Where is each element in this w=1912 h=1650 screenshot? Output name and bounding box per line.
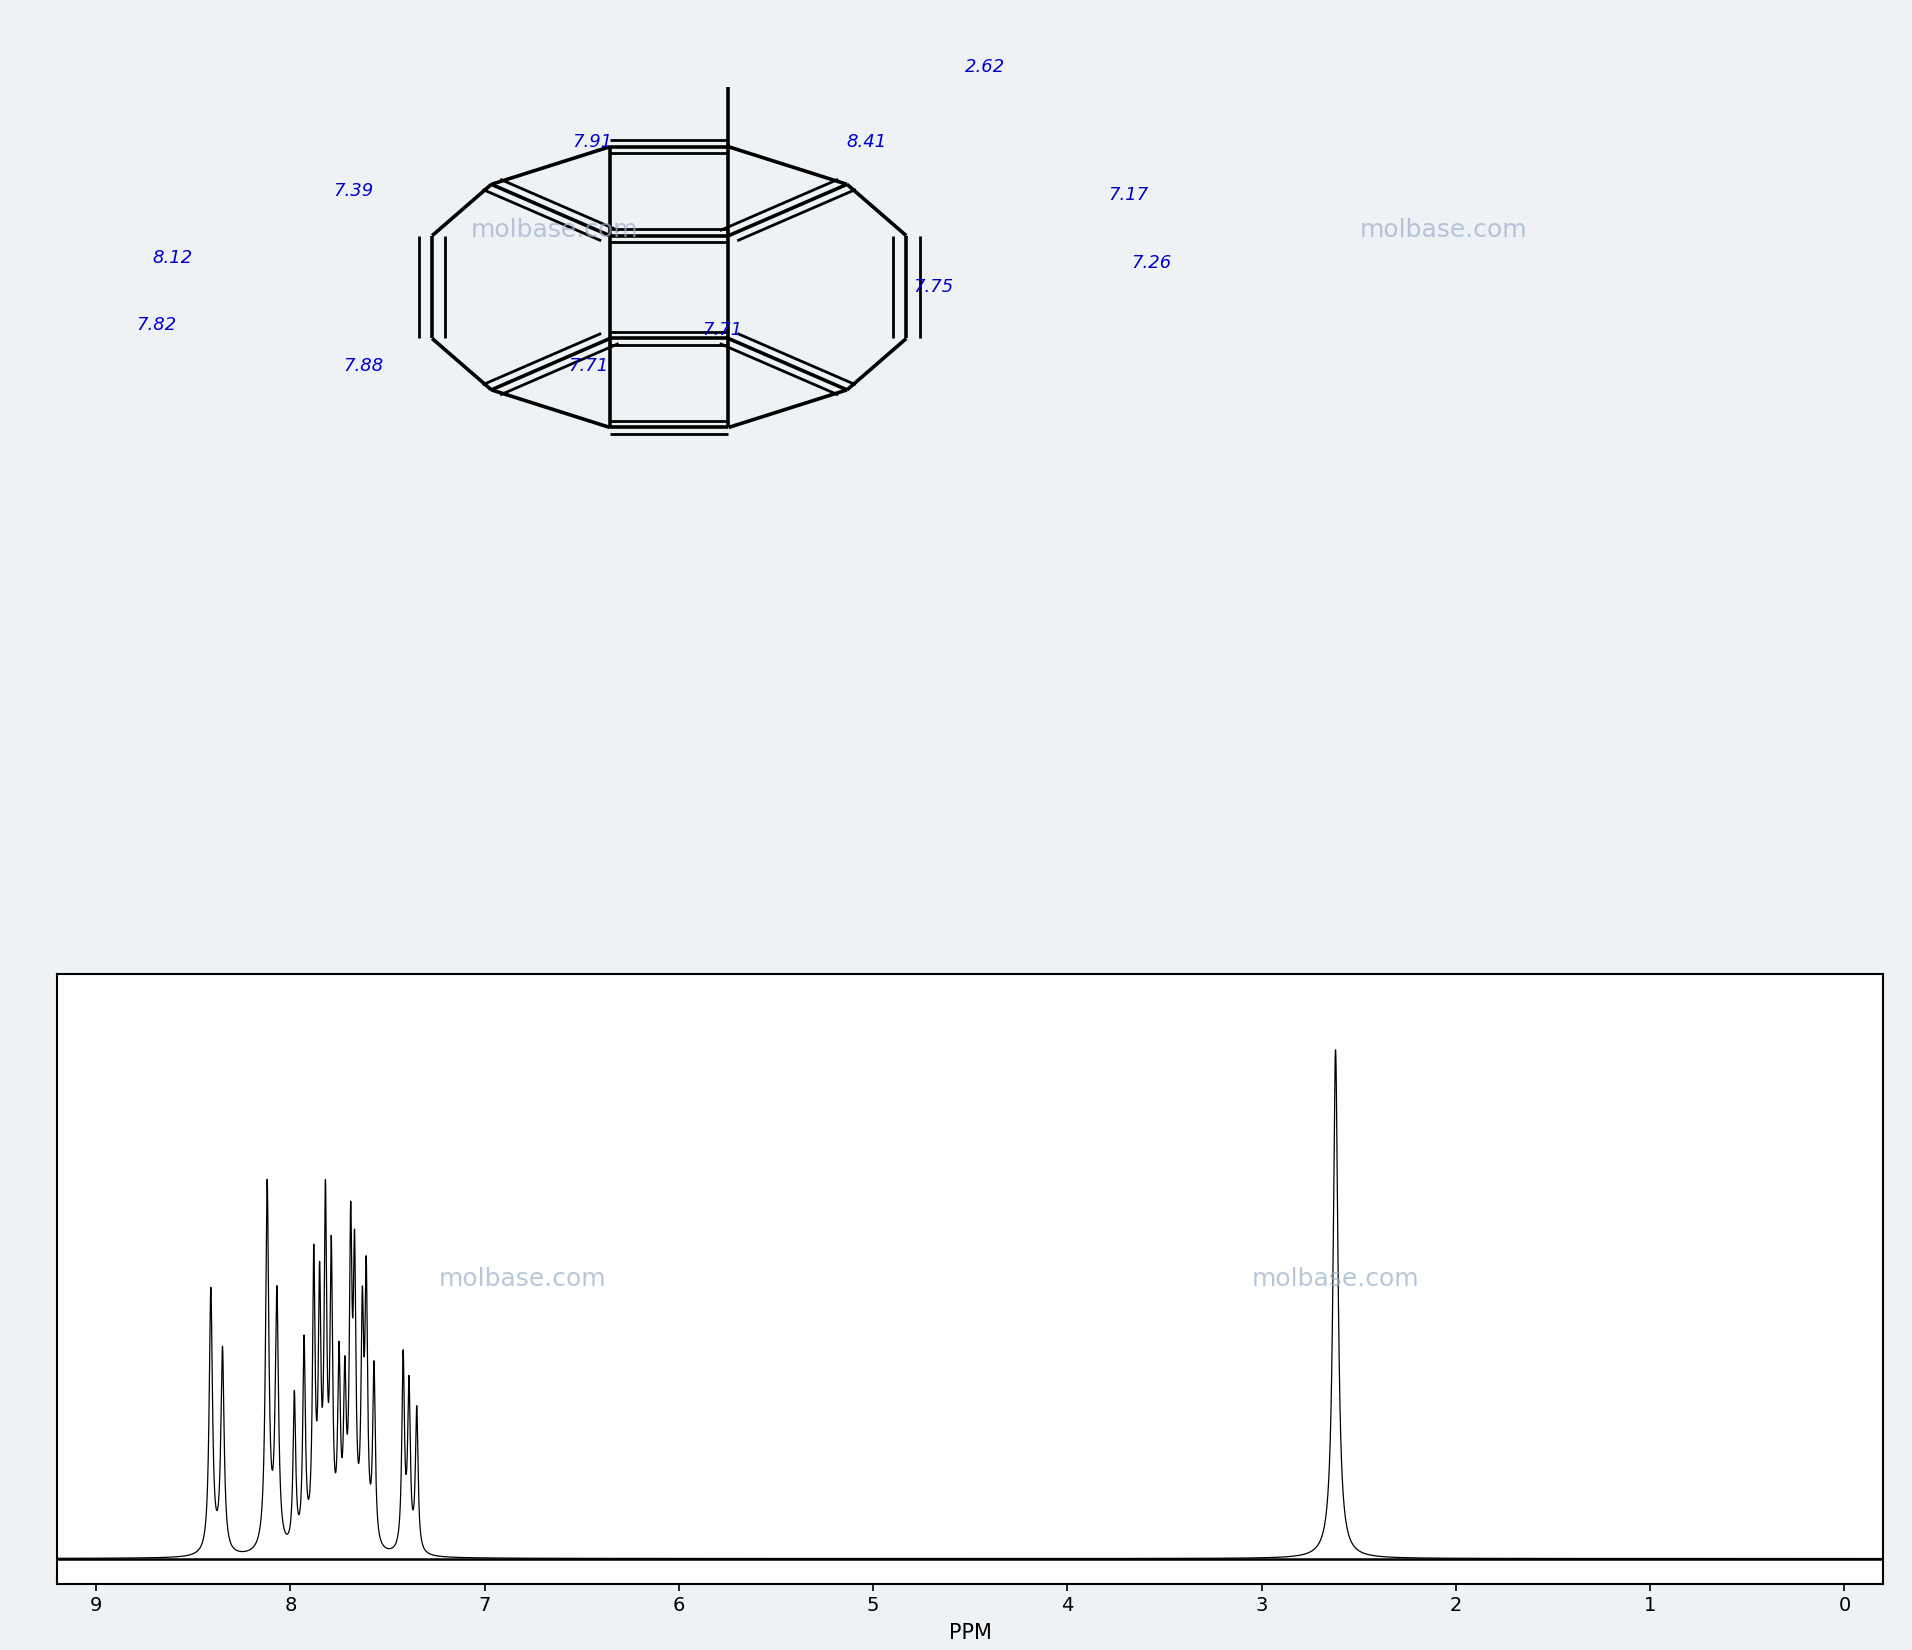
X-axis label: PPM: PPM (948, 1624, 992, 1643)
Text: molbase.com: molbase.com (470, 218, 639, 241)
Text: molbase.com: molbase.com (1252, 1267, 1419, 1290)
Text: 7.39: 7.39 (333, 183, 375, 200)
Text: molbase.com: molbase.com (1359, 218, 1528, 241)
Text: molbase.com: molbase.com (440, 1267, 606, 1290)
Text: 7.91: 7.91 (572, 132, 614, 150)
Text: 7.26: 7.26 (1130, 254, 1172, 272)
Text: 7.71: 7.71 (568, 356, 610, 375)
Text: 8.12: 8.12 (151, 249, 193, 267)
Text: 7.17: 7.17 (1107, 186, 1149, 205)
Text: 8.41: 8.41 (845, 132, 887, 150)
Text: 7.75: 7.75 (912, 279, 954, 295)
Text: 7.71: 7.71 (702, 322, 744, 340)
Text: 7.82: 7.82 (136, 317, 178, 335)
Text: 2.62: 2.62 (964, 58, 1006, 76)
Text: 7.88: 7.88 (342, 356, 384, 375)
